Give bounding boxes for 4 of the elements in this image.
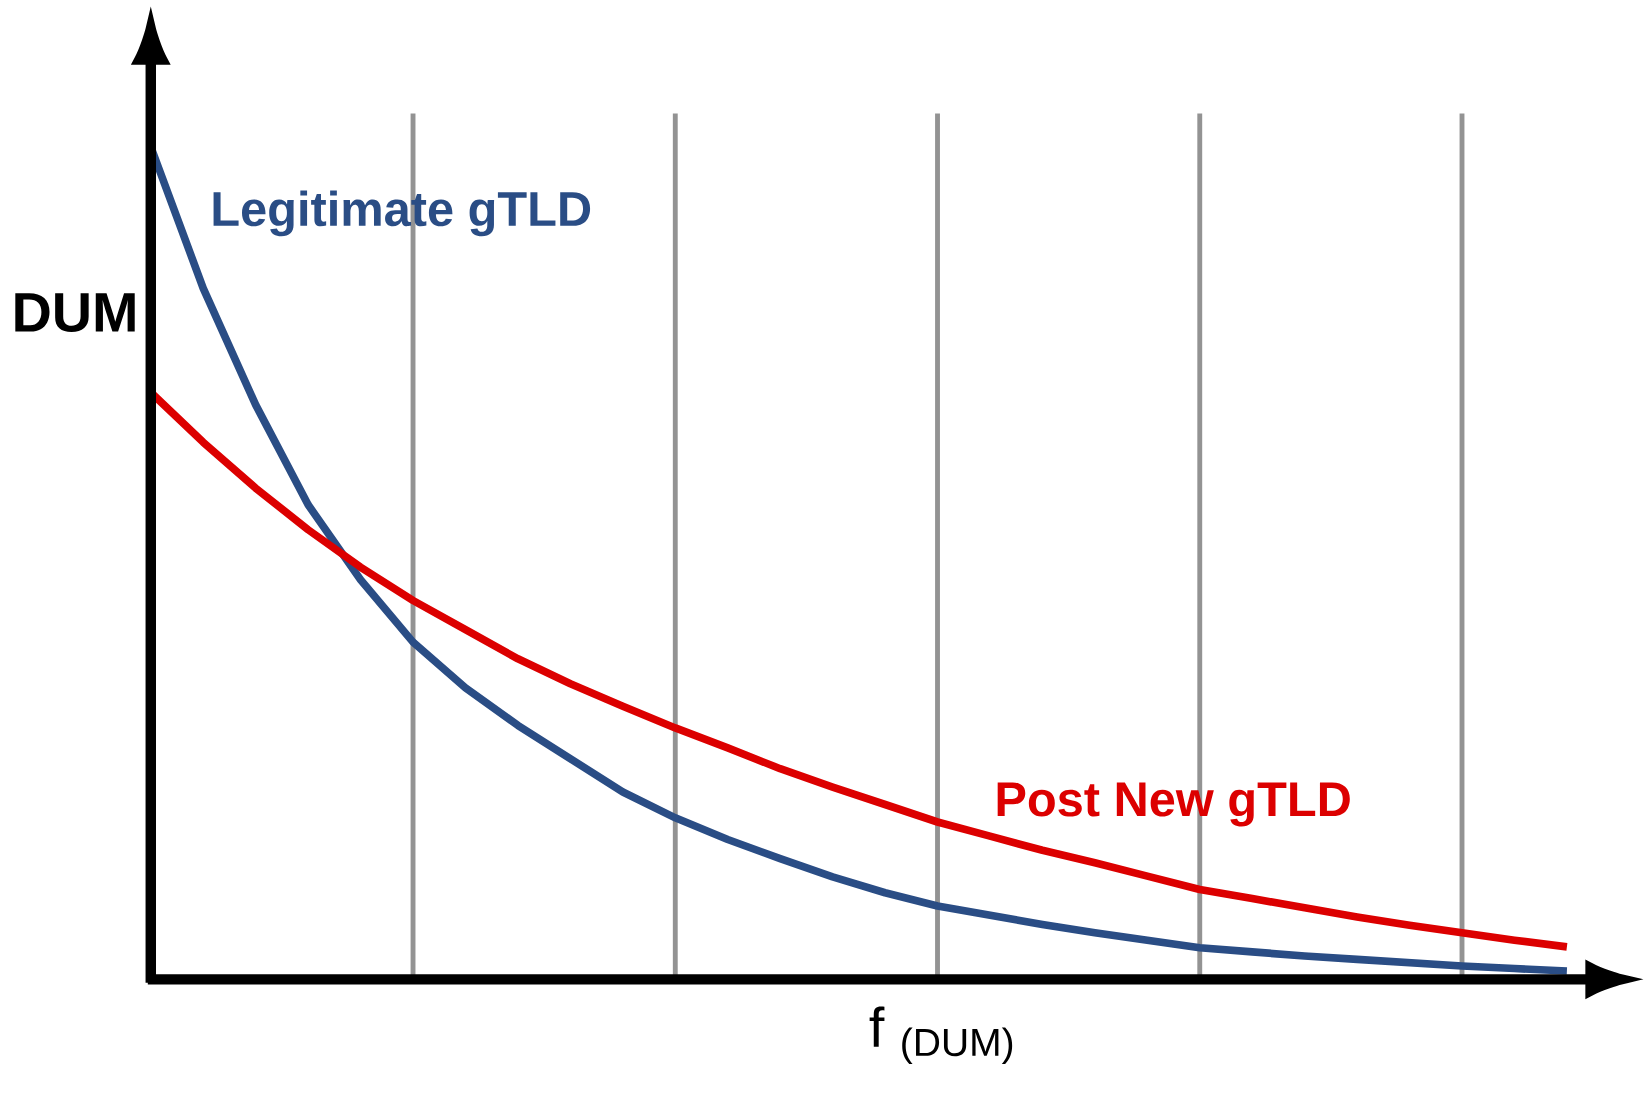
x-axis-title: f $_{(DUM)}$ — [869, 1006, 1013, 1064]
series-label: Post New gTLD — [997, 782, 1350, 827]
y-axis-title: DUM — [15, 293, 135, 332]
series-label: Legitimate gTLD — [213, 190, 591, 237]
